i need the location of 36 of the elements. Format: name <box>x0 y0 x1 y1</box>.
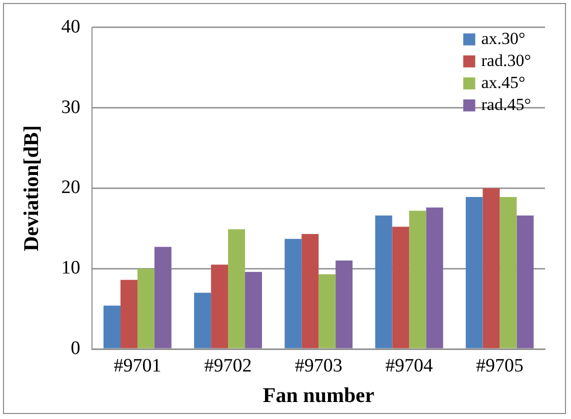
x-tick-label: #9703 <box>294 355 342 376</box>
bar <box>211 264 228 348</box>
legend-label: ax.30° <box>481 28 526 48</box>
y-tick-label: 20 <box>61 177 80 198</box>
bar <box>154 246 172 348</box>
bar <box>426 207 444 348</box>
bar <box>120 280 138 348</box>
y-axis-title: Deviation[dB] <box>19 125 44 252</box>
x-tick-label: #9704 <box>385 355 434 376</box>
y-tick-label: 10 <box>61 258 80 279</box>
legend-label: rad.45° <box>481 94 532 114</box>
bar <box>302 234 319 348</box>
legend-label: ax.45° <box>481 72 526 92</box>
legend-label: rad.30° <box>481 50 532 70</box>
bar <box>375 216 392 348</box>
bar <box>318 274 336 348</box>
y-tick-label: 40 <box>61 16 80 38</box>
y-tick-label: 30 <box>61 96 80 118</box>
bar <box>228 229 246 348</box>
y-tick-label: 0 <box>70 338 80 359</box>
bar <box>516 216 534 348</box>
bar <box>336 260 353 348</box>
bar <box>284 238 302 348</box>
bar <box>392 226 410 348</box>
bar <box>409 210 426 348</box>
x-tick-label: #9701 <box>114 355 162 376</box>
x-axis-title: Fan number <box>262 382 374 407</box>
x-tick-label: #9702 <box>204 355 252 376</box>
bar <box>500 197 517 348</box>
bar <box>482 188 500 348</box>
bar <box>245 272 262 348</box>
bar <box>104 306 120 348</box>
bar <box>466 197 483 348</box>
x-tick-label: #9705 <box>476 355 524 376</box>
bar <box>137 268 154 348</box>
bar <box>194 292 212 348</box>
